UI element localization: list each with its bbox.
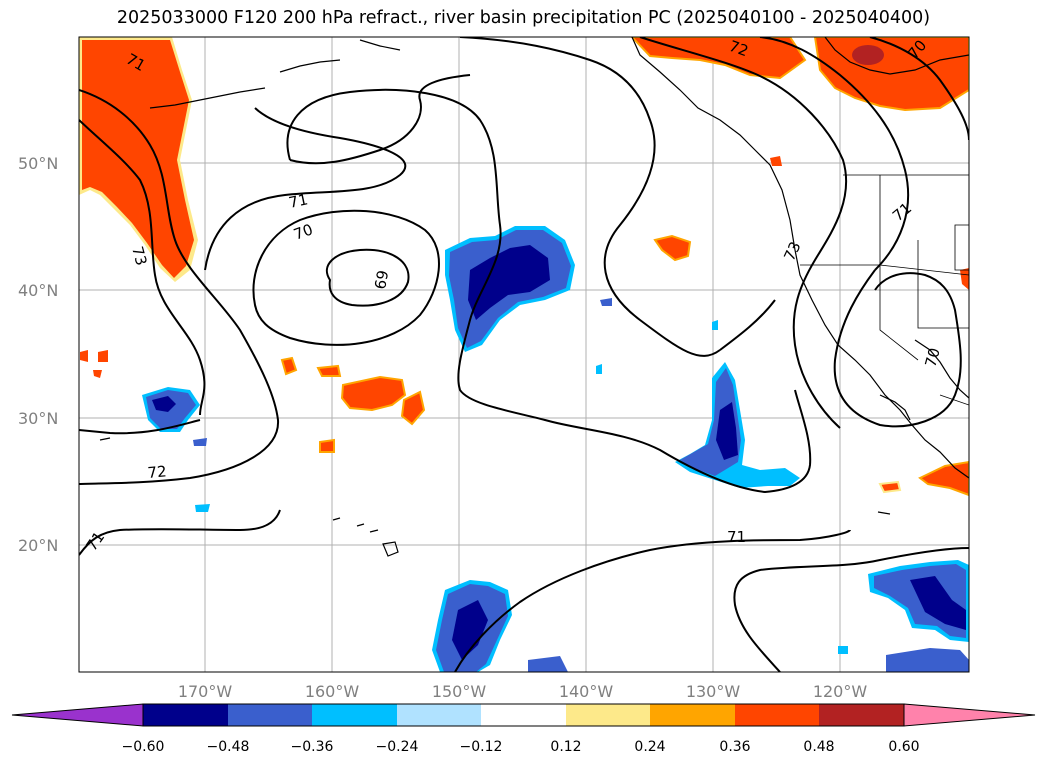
colorbar-tick-label: −0.36	[291, 739, 334, 755]
latitude-labels: 50°N 40°N 30°N 20°N	[18, 154, 58, 555]
gridlines	[79, 37, 969, 672]
contour-label: 70	[921, 346, 943, 369]
colorbar-segment	[312, 704, 397, 726]
colorbar-segment	[228, 704, 313, 726]
lon-label-140w: 140°W	[559, 682, 614, 701]
lon-label-150w: 150°W	[432, 682, 487, 701]
colorbar-segment	[650, 704, 735, 726]
political-borders	[800, 174, 969, 406]
contour-label: 69	[371, 269, 392, 291]
lon-label-120w: 120°W	[813, 682, 868, 701]
positive-anomaly-areas	[79, 37, 969, 497]
contour-label: 73	[128, 244, 150, 267]
colorbar-tick-label: 0.12	[550, 739, 581, 755]
colorbar-tick-label: 0.60	[888, 739, 919, 755]
colorbar-right-extend	[903, 703, 1036, 727]
lat-label-50n: 50°N	[18, 154, 58, 173]
colorbar-tick-label: 0.24	[634, 739, 665, 755]
colorbar-segment	[481, 704, 566, 726]
lon-label-170w: 170°W	[178, 682, 233, 701]
contour-label: 72	[147, 462, 168, 482]
map-border	[78, 36, 970, 673]
contour-label: 70	[291, 220, 315, 243]
lat-label-20n: 20°N	[18, 536, 58, 555]
colorbar-segment	[143, 704, 228, 726]
colorbar-tick-label: −0.60	[122, 739, 165, 755]
colorbar-segment	[735, 704, 820, 726]
colorbar-tick-label: −0.48	[207, 739, 250, 755]
lat-label-40n: 40°N	[18, 281, 58, 300]
colorbar-frame	[142, 703, 905, 727]
colorbar-tick-label: 0.48	[803, 739, 834, 755]
refractivity-contours	[79, 37, 969, 672]
contour-label: 71	[287, 190, 309, 212]
colorbar-left-extend	[11, 703, 144, 727]
colorbar-tick-label: 0.36	[719, 739, 750, 755]
colorbar-tick-label: −0.24	[376, 739, 419, 755]
lat-label-30n: 30°N	[18, 409, 58, 428]
negative-anomaly-areas	[142, 226, 969, 672]
longitude-labels: 170°W 160°W 150°W 140°W 130°W 120°W	[178, 682, 868, 701]
colorbar-tick-label: −0.12	[460, 739, 503, 755]
colorbar: −0.60 −0.48 −0.36 −0.24 −0.12 0.12 0.24 …	[11, 703, 1036, 755]
contour-label: 72	[727, 37, 751, 60]
map-title: 2025033000 F120 200 hPa refract., river …	[116, 8, 931, 28]
colorbar-segment	[566, 704, 651, 726]
lon-label-130w: 130°W	[686, 682, 741, 701]
lon-label-160w: 160°W	[305, 682, 360, 701]
colorbar-segment	[397, 704, 482, 726]
contour-label: 71	[727, 528, 746, 546]
colorbar-segment	[819, 704, 904, 726]
